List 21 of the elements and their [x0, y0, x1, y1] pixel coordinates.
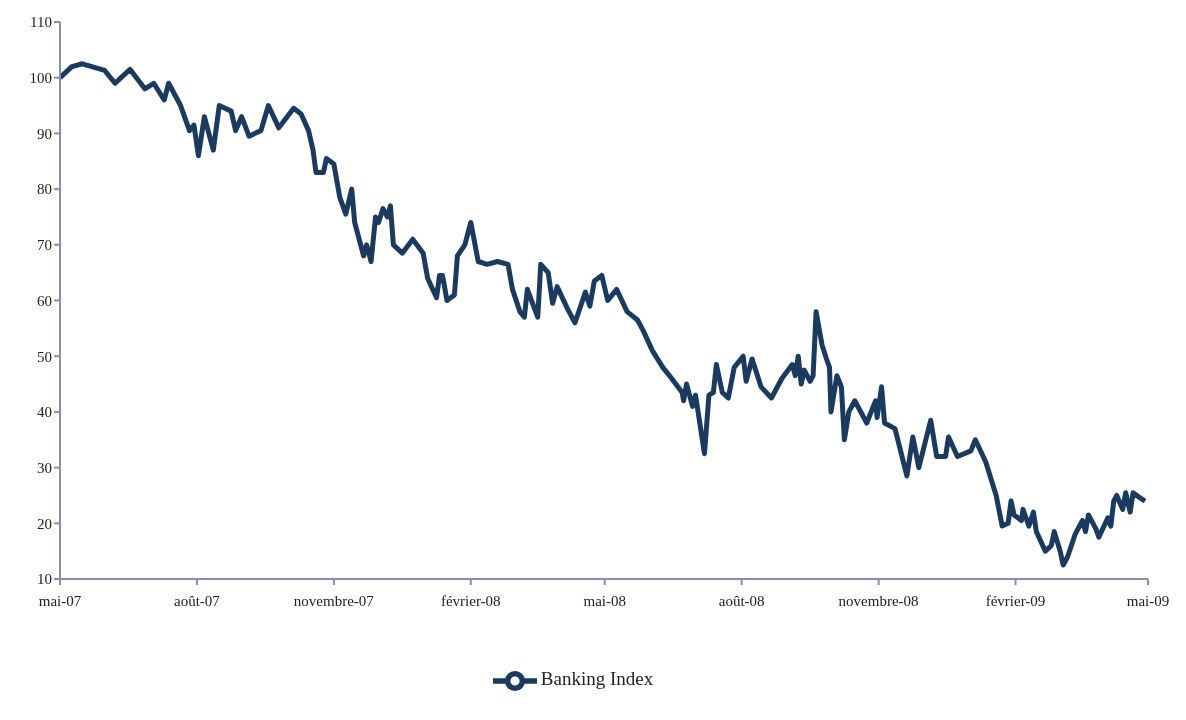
- y-tick-label: 50: [37, 348, 52, 365]
- x-tick-label: novembre-07: [293, 592, 375, 609]
- y-tick-label: 90: [37, 125, 52, 142]
- y-tick-label: 10: [37, 571, 52, 588]
- y-tick-label: 40: [37, 404, 52, 421]
- x-tick-label: août-07: [174, 592, 221, 609]
- x-tick-label: février-08: [440, 592, 501, 609]
- x-tick-label: février-09: [985, 592, 1046, 609]
- y-tick-label: 30: [37, 459, 52, 476]
- x-tick-label: mai-07: [38, 592, 82, 609]
- x-tick-label: mai-09: [1126, 592, 1170, 609]
- x-tick-label: novembre-08: [838, 592, 919, 609]
- y-tick-label: 110: [30, 14, 52, 31]
- x-tick-label: août-08: [718, 592, 765, 609]
- y-tick-label: 80: [37, 181, 52, 198]
- legend-label: Banking Index: [540, 668, 654, 690]
- x-tick-label: mai-08: [583, 592, 626, 609]
- y-tick-label: 20: [37, 515, 52, 532]
- y-tick-label: 60: [37, 292, 52, 309]
- y-tick-label: 70: [37, 237, 52, 254]
- y-tick-label: 100: [29, 70, 52, 87]
